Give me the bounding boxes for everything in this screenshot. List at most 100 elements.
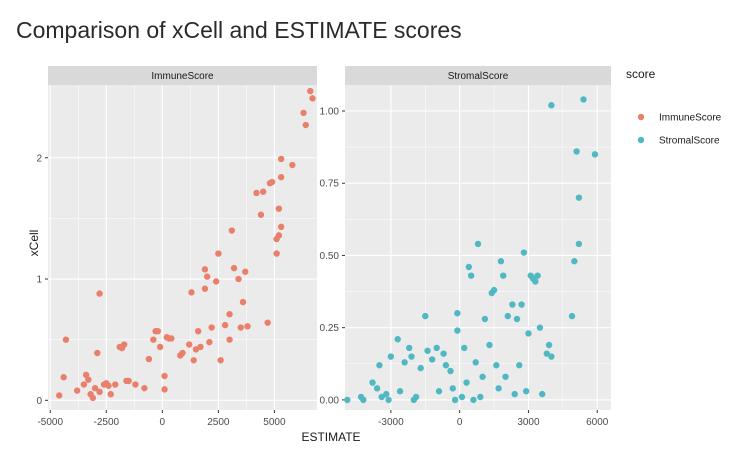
data-point bbox=[575, 194, 583, 201]
data-point bbox=[385, 396, 392, 404]
y-axis-title: xCell bbox=[27, 230, 41, 257]
data-point bbox=[206, 338, 213, 346]
x-tick-label: 6000 bbox=[586, 417, 609, 428]
data-point bbox=[73, 387, 81, 394]
x-tick-label: 5000 bbox=[263, 417, 286, 428]
legend-items: ImmuneScore StromalScore bbox=[637, 113, 722, 147]
data-point bbox=[96, 388, 103, 396]
data-point bbox=[376, 362, 383, 369]
data-point bbox=[447, 367, 454, 375]
data-point bbox=[239, 298, 247, 306]
data-point bbox=[268, 178, 276, 186]
data-point bbox=[548, 353, 555, 360]
data-point bbox=[273, 250, 280, 257]
data-point bbox=[500, 272, 507, 279]
data-point bbox=[60, 374, 67, 381]
legend-label: ImmuneScore bbox=[659, 113, 722, 124]
y-tick-label: 0.75 bbox=[320, 179, 340, 190]
panel-StromalScore: StromalScore -3000 0 3000 6000 0.00 0.25 0.50 0.… bbox=[320, 66, 611, 428]
data-point bbox=[161, 386, 168, 393]
data-point bbox=[493, 362, 500, 369]
data-point bbox=[62, 336, 70, 343]
data-point bbox=[125, 377, 132, 385]
data-point bbox=[260, 188, 267, 195]
data-point bbox=[477, 393, 484, 401]
data-point bbox=[548, 102, 555, 109]
data-point bbox=[461, 344, 468, 352]
data-point bbox=[264, 319, 271, 326]
data-point bbox=[300, 109, 307, 117]
data-point bbox=[257, 211, 265, 218]
data-point bbox=[401, 359, 408, 366]
data-point bbox=[440, 350, 447, 357]
data-point bbox=[495, 385, 502, 392]
data-point bbox=[545, 341, 553, 349]
data-point bbox=[481, 315, 489, 323]
data-point bbox=[504, 312, 512, 320]
data-point bbox=[435, 388, 443, 395]
data-point bbox=[470, 396, 477, 404]
data-point bbox=[150, 336, 157, 343]
data-point bbox=[203, 273, 211, 280]
y-tick-label: 0.00 bbox=[320, 395, 340, 406]
facet-strip bbox=[48, 66, 317, 85]
data-point bbox=[168, 335, 175, 342]
data-point bbox=[217, 357, 224, 364]
data-point bbox=[105, 382, 112, 389]
data-point bbox=[179, 349, 186, 357]
data-point bbox=[373, 385, 381, 392]
data-point bbox=[511, 390, 518, 398]
data-point bbox=[80, 381, 88, 388]
data-point bbox=[543, 350, 550, 357]
y-tick-label: 0 bbox=[36, 396, 42, 407]
legend-label: StromalScore bbox=[659, 136, 720, 147]
data-point bbox=[369, 379, 376, 386]
data-point bbox=[451, 396, 459, 404]
data-point bbox=[208, 324, 215, 331]
data-point bbox=[458, 393, 466, 401]
data-point bbox=[518, 301, 525, 308]
data-point bbox=[230, 264, 238, 272]
data-point bbox=[449, 385, 456, 392]
data-point bbox=[277, 173, 285, 181]
x-tick-label: 2500 bbox=[207, 417, 230, 428]
data-point bbox=[433, 344, 440, 352]
data-point bbox=[215, 250, 222, 257]
data-point bbox=[107, 391, 114, 398]
data-point bbox=[235, 275, 242, 283]
data-point bbox=[226, 336, 233, 343]
data-point bbox=[417, 364, 424, 372]
data-point bbox=[307, 87, 314, 95]
data-point bbox=[275, 205, 283, 212]
data-point bbox=[412, 393, 420, 401]
data-point bbox=[85, 376, 92, 383]
data-point bbox=[141, 384, 148, 392]
y-tick-label: 0.50 bbox=[320, 251, 340, 262]
data-point bbox=[463, 379, 470, 386]
data-point bbox=[360, 396, 367, 404]
x-tick-label: 3000 bbox=[517, 417, 540, 428]
legend-key bbox=[637, 113, 645, 121]
data-point bbox=[509, 301, 516, 308]
data-point bbox=[383, 390, 390, 398]
data-point bbox=[486, 341, 493, 349]
data-point bbox=[89, 394, 97, 402]
y-tick-label: 2 bbox=[36, 153, 42, 164]
data-point bbox=[465, 263, 473, 271]
data-point bbox=[194, 327, 202, 335]
data-point bbox=[497, 258, 505, 265]
data-point bbox=[91, 384, 99, 392]
data-point bbox=[479, 373, 486, 380]
x-tick-label: -2500 bbox=[93, 417, 119, 428]
data-point bbox=[472, 359, 479, 366]
data-point bbox=[188, 289, 195, 296]
data-point bbox=[197, 343, 204, 351]
data-point bbox=[201, 266, 209, 273]
data-point bbox=[221, 321, 229, 329]
data-point bbox=[520, 249, 528, 256]
y-tick-label: 0.25 bbox=[320, 323, 340, 334]
data-point bbox=[226, 310, 233, 318]
data-point bbox=[132, 381, 139, 388]
data-point bbox=[522, 388, 530, 395]
